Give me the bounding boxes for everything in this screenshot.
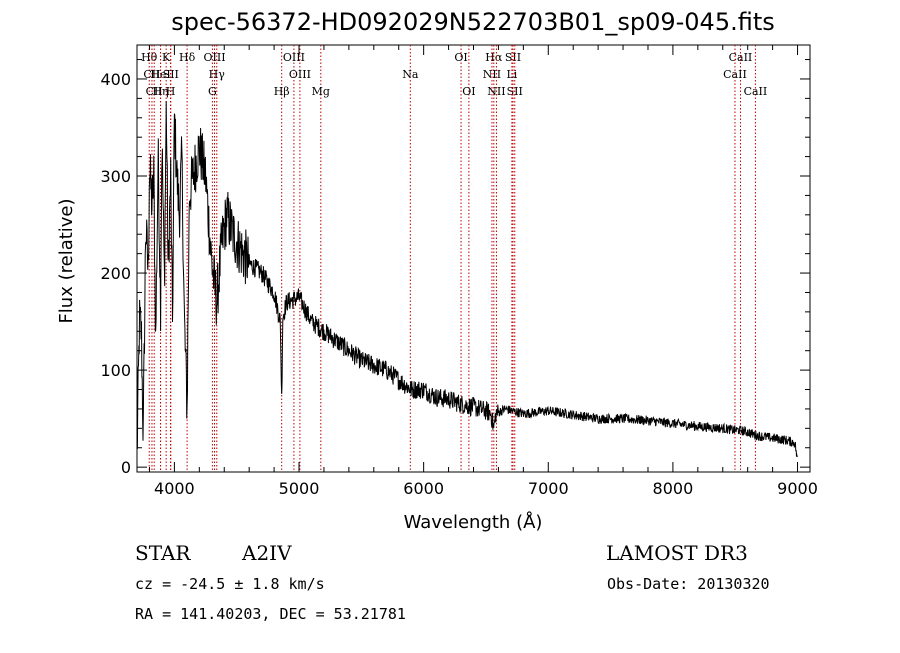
y-tick-label: 100 [100,361,131,380]
line-marker-label: Mg [312,85,330,98]
x-tick-label: 7000 [528,479,569,498]
line-marker-label: Hβ [274,85,290,98]
line-marker-label: CII [143,68,160,81]
line-marker-label: OI [462,85,475,98]
line-marker-label: NII [487,85,505,98]
line-marker-label: H [166,85,176,98]
line-marker-label: Hδ [179,51,196,64]
line-marker-label: Na [402,68,419,81]
line-marker-label: Hη [152,85,168,98]
line-marker-label: K [162,51,171,64]
line-marker-label: NII [483,68,501,81]
line-marker-label: OIII [289,68,311,81]
axes: 4000 5000 6000 7000 8000 9000 0 100 200 300 400 [100,45,818,498]
x-axis-label: Wavelength (Å) [404,511,543,533]
spectrum-line [136,101,798,458]
object-type: STAR [135,541,191,565]
y-axis-label: Flux (relative) [56,198,77,323]
x-tick-label: 6000 [403,479,444,498]
survey-name: LAMOST DR3 [606,541,748,565]
y-tick-label: 200 [100,264,131,283]
line-marker-label: CaII [723,68,747,81]
line-marker-label: CaII [744,85,768,98]
sky-coordinates: RA = 141.40203, DEC = 53.21781 [135,605,406,623]
line-marker-label: Hα [485,51,503,64]
line-marker-label: Hγ [209,68,226,81]
y-tick-label: 0 [121,458,131,477]
line-marker-label: SII [505,51,521,64]
line-marker-label: OIII [203,51,225,64]
x-tick-label: 9000 [777,479,818,498]
line-marker-label: SII [507,85,523,98]
y-tick-label: 300 [100,167,131,186]
chart-title: spec-56372-HD092029N522703B01_sp09-045.f… [171,8,775,36]
redshift-cz: cz = -24.5 ± 1.8 km/s [135,575,325,593]
line-marker-label: Li [506,68,517,81]
spectral-subclass: A2IV [241,541,292,565]
x-tick-label: 4000 [154,479,195,498]
line-marker-label: Hθ [141,51,158,64]
line-marker-label: OI [454,51,467,64]
observation-date: Obs-Date: 20130320 [607,575,770,593]
x-tick-label: 8000 [653,479,694,498]
y-tick-label: 400 [100,70,131,89]
line-marker-label: CII [146,85,163,98]
line-marker-label: G [208,85,217,98]
x-tick-label: 5000 [279,479,320,498]
line-marker-label: OIII [283,51,305,64]
line-marker-label: CaII [729,51,753,64]
